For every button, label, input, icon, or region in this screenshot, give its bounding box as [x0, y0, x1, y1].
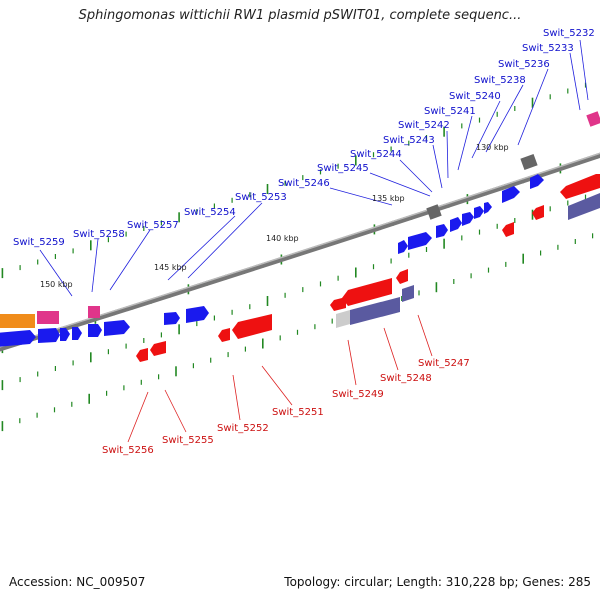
tick-tracks [1, 82, 599, 432]
kbp-label: 140 kbp [266, 234, 299, 243]
gene-label: Swit_5241 [424, 106, 476, 117]
inner-label-lines [127, 314, 433, 443]
gene-label: Swit_5240 [449, 91, 501, 102]
gene-label: Swit_5256 [102, 445, 154, 456]
backbone-highlight [0, 152, 600, 348]
outer-gene-labels: Swit_5232 Swit_5233 Swit_5236 Swit_5238 … [13, 28, 595, 248]
gene-label: Swit_5243 [383, 135, 435, 146]
inner-gene-labels: Swit_5247 Swit_5248 Swit_5249 Swit_5251 … [102, 358, 470, 456]
kbp-label: 145 kbp [154, 263, 187, 272]
gene-label: Swit_5249 [332, 389, 384, 400]
kbp-labels: 130 kbp 135 kbp 140 kbp 145 kbp 150 kbp [40, 143, 509, 289]
gene-label: Swit_5251 [272, 407, 324, 418]
accession-label: Accession: NC_009507 [9, 575, 146, 589]
gene-label: Swit_5259 [13, 237, 65, 248]
gene-label: Swit_5248 [380, 373, 432, 384]
gene-label: Swit_5232 [543, 28, 595, 39]
gene-label: Swit_5257 [127, 220, 179, 231]
map-title: Sphingomonas wittichii RW1 plasmid pSWIT… [78, 8, 522, 23]
gene-label: Swit_5254 [184, 207, 236, 218]
kbp-label: 130 kbp [476, 143, 509, 152]
gene-label: Swit_5233 [522, 43, 574, 54]
gene-label: Swit_5245 [317, 163, 369, 174]
gene-label: Swit_5242 [398, 120, 450, 131]
forward-genes [0, 111, 600, 347]
gene-label: Swit_5247 [418, 358, 470, 369]
backbone [0, 152, 600, 352]
gene-label: Swit_5244 [350, 149, 402, 160]
gene-label: Swit_5252 [217, 423, 269, 434]
kbp-label: 150 kbp [40, 280, 73, 289]
gene-label: Swit_5246 [278, 178, 330, 189]
gene-label: Swit_5253 [235, 192, 287, 203]
reverse-genes [136, 174, 600, 362]
gene-label: Swit_5255 [162, 435, 214, 446]
gene-label: Swit_5258 [73, 229, 125, 240]
gene-label: Swit_5238 [474, 75, 526, 86]
outer-label-lines [39, 39, 589, 297]
gene-label: Swit_5236 [498, 59, 550, 70]
topology-summary: Topology: circular; Length: 310,228 bp; … [284, 575, 591, 589]
kbp-label: 135 kbp [372, 194, 405, 203]
